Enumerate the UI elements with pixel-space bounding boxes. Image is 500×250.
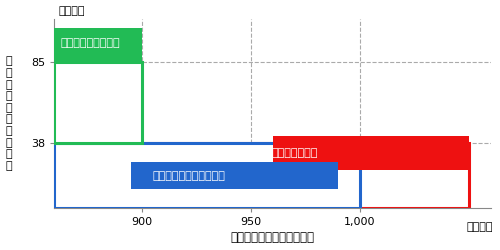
Bar bbox=[54, 143, 360, 208]
Text: 同一生計配偶者: 同一生計配偶者 bbox=[271, 148, 318, 158]
Bar bbox=[54, 62, 142, 143]
Y-axis label: 配
偶
者
の
合
計
所
得
金
額: 配 偶 者 の 合 計 所 得 金 額 bbox=[6, 56, 12, 171]
Text: （万円）: （万円） bbox=[58, 6, 85, 16]
Text: （万円）: （万円） bbox=[466, 222, 493, 232]
Bar bbox=[54, 28, 142, 62]
FancyBboxPatch shape bbox=[130, 162, 338, 189]
X-axis label: 納税者本人の合計所得金額: 納税者本人の合計所得金額 bbox=[230, 232, 314, 244]
FancyBboxPatch shape bbox=[272, 136, 469, 170]
Bar bbox=[54, 143, 469, 208]
Text: 源泉控除対象配偶者: 源泉控除対象配偶者 bbox=[61, 38, 120, 48]
Text: （老人）控除対象配偶者: （老人）控除対象配偶者 bbox=[152, 170, 226, 180]
